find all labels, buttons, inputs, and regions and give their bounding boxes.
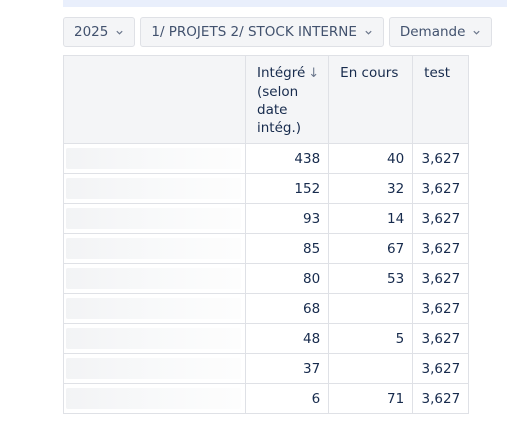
header-integre-sub-2: date bbox=[257, 102, 288, 118]
test-cell: 3,627 bbox=[412, 233, 470, 264]
header-integre-label: Intégré bbox=[257, 65, 306, 81]
integre-cell: 37 bbox=[244, 353, 330, 384]
year-filter-label: 2025 bbox=[74, 24, 109, 40]
project-filter-label: 1/ PROJETS 2/ STOCK INTERNE bbox=[151, 24, 357, 40]
table-row: 85 67 3,627 bbox=[63, 233, 470, 264]
test-cell: 3,627 bbox=[412, 383, 470, 414]
integre-cell: 85 bbox=[244, 233, 330, 264]
chevron-down-icon bbox=[116, 30, 123, 35]
integre-cell: 48 bbox=[244, 323, 330, 354]
test-cell: 3,627 bbox=[412, 323, 470, 354]
row-name-cell-redacted[interactable] bbox=[63, 323, 246, 354]
row-name-cell-redacted[interactable] bbox=[63, 143, 246, 174]
table-row: 48 5 3,627 bbox=[63, 323, 470, 354]
row-name-cell-redacted[interactable] bbox=[63, 173, 246, 204]
row-name-cell-redacted[interactable] bbox=[63, 293, 246, 324]
en-cours-cell: 71 bbox=[328, 383, 414, 414]
integre-cell: 152 bbox=[244, 173, 330, 204]
redacted-blur bbox=[66, 388, 241, 409]
test-cell: 3,627 bbox=[412, 143, 470, 174]
filter-bar: 2025 1/ PROJETS 2/ STOCK INTERNE Demande bbox=[63, 17, 493, 47]
table-row: 37 3,627 bbox=[63, 353, 470, 384]
en-cours-cell: 5 bbox=[328, 323, 414, 354]
row-name-cell-redacted[interactable] bbox=[63, 233, 246, 264]
redacted-blur bbox=[66, 358, 241, 379]
redacted-blur bbox=[66, 238, 241, 259]
test-cell: 3,627 bbox=[412, 263, 470, 294]
row-name-cell-redacted[interactable] bbox=[63, 353, 246, 384]
en-cours-cell bbox=[328, 353, 414, 384]
row-name-cell-redacted[interactable] bbox=[63, 383, 246, 414]
type-filter-button[interactable]: Demande bbox=[388, 17, 493, 47]
integre-cell: 93 bbox=[244, 203, 330, 234]
table-row: 438 40 3,627 bbox=[63, 143, 470, 174]
en-cours-cell: 32 bbox=[328, 173, 414, 204]
header-en-cours-column[interactable]: En cours bbox=[328, 55, 414, 144]
test-cell: 3,627 bbox=[412, 353, 470, 384]
table-header-row: Intégré ↓ (selon date intég.) En cours te… bbox=[63, 55, 470, 144]
data-table: Intégré ↓ (selon date intég.) En cours te… bbox=[63, 55, 470, 414]
test-cell: 3,627 bbox=[412, 293, 470, 324]
redacted-blur bbox=[66, 178, 241, 199]
redacted-blur bbox=[66, 328, 241, 349]
header-integre-column[interactable]: Intégré ↓ (selon date intég.) bbox=[244, 55, 330, 144]
header-en-cours-label: En cours bbox=[340, 65, 399, 81]
redacted-blur bbox=[66, 208, 241, 229]
top-banner-strip bbox=[63, 0, 507, 7]
table-row: 6 71 3,627 bbox=[63, 383, 470, 414]
test-cell: 3,627 bbox=[412, 203, 470, 234]
redacted-blur bbox=[66, 268, 241, 289]
redacted-blur bbox=[66, 148, 241, 169]
en-cours-cell: 67 bbox=[328, 233, 414, 264]
header-integre-sub-3: intég.) bbox=[257, 120, 302, 136]
table-row: 80 53 3,627 bbox=[63, 263, 470, 294]
table-row: 152 32 3,627 bbox=[63, 173, 470, 204]
row-name-cell-redacted[interactable] bbox=[63, 263, 246, 294]
redacted-blur bbox=[66, 298, 241, 319]
header-test-label: test bbox=[424, 65, 451, 81]
project-filter-button[interactable]: 1/ PROJETS 2/ STOCK INTERNE bbox=[140, 17, 384, 47]
year-filter-button[interactable]: 2025 bbox=[63, 17, 136, 47]
integre-cell: 80 bbox=[244, 263, 330, 294]
integre-cell: 6 bbox=[244, 383, 330, 414]
type-filter-label: Demande bbox=[399, 24, 466, 40]
chevron-down-icon bbox=[365, 30, 372, 35]
table-row: 93 14 3,627 bbox=[63, 203, 470, 234]
en-cours-cell: 40 bbox=[328, 143, 414, 174]
integre-cell: 438 bbox=[244, 143, 330, 174]
chevron-down-icon bbox=[473, 30, 481, 35]
en-cours-cell: 53 bbox=[328, 263, 414, 294]
row-name-cell-redacted[interactable] bbox=[63, 203, 246, 234]
header-integre-sub-1: (selon bbox=[257, 84, 299, 100]
arrow-down-icon[interactable]: ↓ bbox=[308, 66, 320, 81]
en-cours-cell: 14 bbox=[328, 203, 414, 234]
header-test-column[interactable]: test bbox=[412, 55, 470, 144]
table-row: 68 3,627 bbox=[63, 293, 470, 324]
en-cours-cell bbox=[328, 293, 414, 324]
integre-cell: 68 bbox=[244, 293, 330, 324]
header-name-column bbox=[63, 55, 246, 144]
test-cell: 3,627 bbox=[412, 173, 470, 204]
